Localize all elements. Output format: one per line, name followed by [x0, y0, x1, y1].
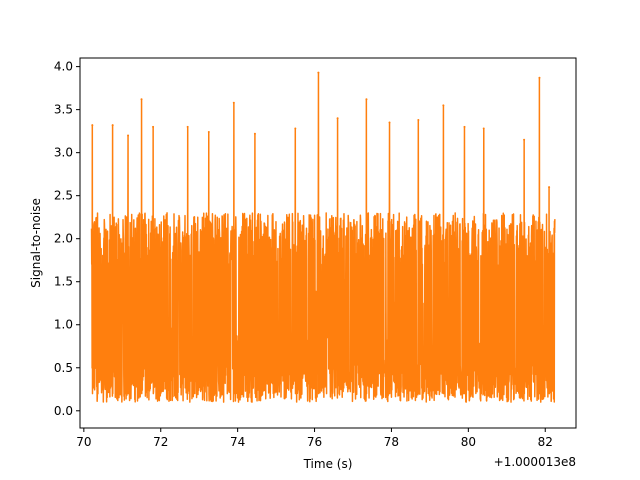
snr-peak-point [482, 127, 485, 130]
y-tick-label: 2.5 [54, 189, 73, 203]
snr-peak-point [317, 71, 320, 74]
x-offset-label: +1.000013e8 [494, 455, 576, 469]
snr-peak-point [253, 132, 256, 135]
snr-peak-point [140, 98, 143, 101]
snr-peak-point [111, 124, 114, 127]
x-tick-label: 78 [384, 435, 399, 449]
y-tick-label: 1.0 [54, 318, 73, 332]
x-tick-label: 70 [76, 435, 91, 449]
y-axis-label: Signal-to-noise [29, 198, 43, 288]
snr-peak-point [442, 104, 445, 107]
snr-peak-point [388, 121, 391, 124]
x-tick-label: 82 [538, 435, 553, 449]
snr-peak-point [127, 134, 130, 137]
x-axis: 70 72 74 76 78 80 82 [76, 428, 553, 449]
y-axis: 0.0 0.5 1.0 1.5 2.0 2.5 3.0 3.5 4.0 [54, 60, 80, 418]
y-tick-label: 3.5 [54, 103, 73, 117]
series-layer [90, 71, 556, 403]
snr-peak-point [523, 138, 526, 141]
snr-peak-point [186, 125, 189, 128]
y-tick-label: 0.5 [54, 361, 73, 375]
y-tick-label: 3.0 [54, 146, 73, 160]
y-tick-label: 1.5 [54, 275, 73, 289]
snr-peak-point [463, 125, 466, 128]
x-tick-label: 72 [153, 435, 168, 449]
snr-peak-point [417, 118, 420, 121]
plot-frame [79, 57, 577, 429]
snr-peak-point [538, 76, 541, 79]
snr-peak-point [207, 131, 210, 133]
snr-peak-point [336, 117, 339, 120]
x-tick-label: 76 [307, 435, 322, 449]
snr-series-line [90, 71, 556, 403]
y-tick-label: 2.0 [54, 232, 73, 246]
snr-peak-point [548, 186, 551, 189]
x-tick-label: 80 [461, 435, 476, 449]
snr-peak-point [365, 98, 368, 101]
snr-peak-point [232, 101, 235, 104]
y-tick-label: 4.0 [54, 60, 73, 74]
y-tick-label: 0.0 [54, 404, 73, 418]
snr-peak-point [91, 124, 94, 127]
x-tick-label: 74 [230, 435, 245, 449]
snr-peak-point [294, 127, 297, 130]
snr-peak-point [152, 125, 155, 128]
x-axis-label: Time (s) [303, 457, 353, 471]
